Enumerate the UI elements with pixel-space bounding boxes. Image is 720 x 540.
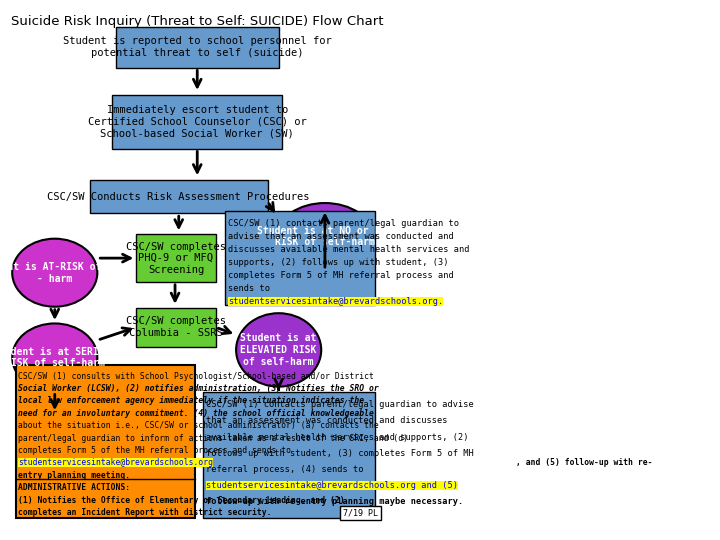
Text: completes Form 5 of the MH referral process and sends to: completes Form 5 of the MH referral proc… [18,446,291,455]
Text: supports, (2) follows up with student, (3): supports, (2) follows up with student, (… [228,258,449,267]
Text: Student is AT-RISK of self
- harm: Student is AT-RISK of self - harm [0,262,131,284]
FancyBboxPatch shape [90,180,268,213]
Text: that an assessment was conducted and discusses: that an assessment was conducted and dis… [207,416,448,426]
Text: CSC/SW (1) consults with School Psychologist/School-based and/or District: CSC/SW (1) consults with School Psycholo… [18,372,374,381]
Text: studentservicesintake@brevardschools.org.: studentservicesintake@brevardschools.org… [228,297,444,306]
Text: CSC/SW completes
PHQ-9 or MFQ
Screening: CSC/SW completes PHQ-9 or MFQ Screening [126,241,226,275]
Ellipse shape [276,203,373,270]
FancyBboxPatch shape [116,27,279,68]
Text: completes Form 5 of MH referral process and: completes Form 5 of MH referral process … [228,271,454,280]
FancyBboxPatch shape [225,211,375,305]
Text: Student is at SERIOUS
RISK of self-harm: Student is at SERIOUS RISK of self-harm [0,347,117,368]
Text: CSC/SW (1) contacts parent/legal guardian to advise: CSC/SW (1) contacts parent/legal guardia… [207,400,474,409]
FancyBboxPatch shape [16,364,195,518]
Text: follows up with student, (3) completes Form 5 of MH: follows up with student, (3) completes F… [207,449,474,458]
Text: , and (5) follow-up with re-: , and (5) follow-up with re- [516,458,652,468]
Ellipse shape [12,323,97,392]
Text: sends to: sends to [228,284,270,293]
Text: referral process, (4) sends to: referral process, (4) sends to [207,465,364,474]
Text: 7/19 PL: 7/19 PL [343,508,378,517]
Text: need for an involuntary commitment. (4) the school official knowledgeable: need for an involuntary commitment. (4) … [18,409,374,418]
Text: CSC/SW (1) contacts parent/legal guardian to: CSC/SW (1) contacts parent/legal guardia… [228,219,459,228]
Text: follow-up with re-entry planning maybe necessary.: follow-up with re-entry planning maybe n… [207,497,464,507]
Text: Social Worker (LCSW), (2) notifies administration, (3) Notifies the SRO or: Social Worker (LCSW), (2) notifies admin… [18,384,379,393]
Text: advise that an assessment was conducted and: advise that an assessment was conducted … [228,232,454,241]
Text: completes an Incident Report with district security.: completes an Incident Report with distri… [18,508,271,517]
Text: about the situation i.e., CSC/SW or school administrator) (a) contacts the: about the situation i.e., CSC/SW or scho… [18,421,379,430]
Text: local law enforcement agency immediately if the situation indicates the: local law enforcement agency immediately… [18,396,364,406]
FancyBboxPatch shape [136,308,216,347]
FancyBboxPatch shape [136,234,216,282]
Text: CSC/SW completes
Columbia - SSRS: CSC/SW completes Columbia - SSRS [126,316,226,338]
Text: discusses available mental health services and: discusses available mental health servic… [228,245,469,254]
Ellipse shape [236,313,321,387]
Text: Student is at
ELEVATED RISK
of self-harm: Student is at ELEVATED RISK of self-harm [240,333,317,367]
Text: (1) Notifies the Office of Elementary or Secondary Leading, and (2): (1) Notifies the Office of Elementary or… [18,496,344,505]
FancyBboxPatch shape [203,392,375,518]
Text: studentservicesintake@brevardschools.org and (5): studentservicesintake@brevardschools.org… [207,481,459,490]
Text: Suicide Risk Inquiry (Threat to Self: SUICIDE) Flow Chart: Suicide Risk Inquiry (Threat to Self: SU… [11,15,384,28]
Text: studentservicesintake@brevardschools.org: studentservicesintake@brevardschools.org [18,458,212,468]
Text: entry planning meeting.: entry planning meeting. [18,471,130,480]
Text: Student is at NO or LOW
RISK of self-harm: Student is at NO or LOW RISK of self-har… [257,226,392,247]
Text: Immediately escort student to
Certified School Counselor (CSC) or
School-based S: Immediately escort student to Certified … [88,105,307,138]
Text: Student is reported to school personnel for
potential threat to self (suicide): Student is reported to school personnel … [63,36,332,58]
FancyBboxPatch shape [112,94,282,149]
Text: CSC/SW Conducts Risk Assessment Procedures: CSC/SW Conducts Risk Assessment Procedur… [48,192,310,201]
Text: ADMINISTRATIVE ACTIONS:: ADMINISTRATIVE ACTIONS: [18,483,130,492]
Text: parent/legal guardian to inform of actions taken as a result of the SRI, and (d): parent/legal guardian to inform of actio… [18,434,408,443]
Text: available mental health services and supports, (2): available mental health services and sup… [207,433,469,442]
Ellipse shape [12,239,97,307]
